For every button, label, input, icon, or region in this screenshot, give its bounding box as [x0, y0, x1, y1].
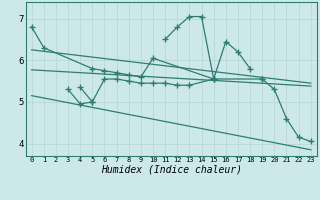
- X-axis label: Humidex (Indice chaleur): Humidex (Indice chaleur): [101, 165, 242, 175]
